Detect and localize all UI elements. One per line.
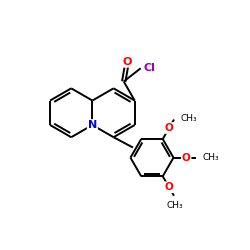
Text: O: O [165, 123, 173, 133]
Text: CH₃: CH₃ [180, 114, 197, 123]
Text: Cl: Cl [143, 63, 155, 73]
Text: O: O [182, 153, 190, 163]
Text: O: O [165, 182, 173, 192]
Text: O: O [122, 57, 132, 67]
Text: CH₃: CH₃ [203, 153, 220, 162]
Text: CH₃: CH₃ [167, 201, 184, 210]
Text: N: N [88, 120, 97, 130]
